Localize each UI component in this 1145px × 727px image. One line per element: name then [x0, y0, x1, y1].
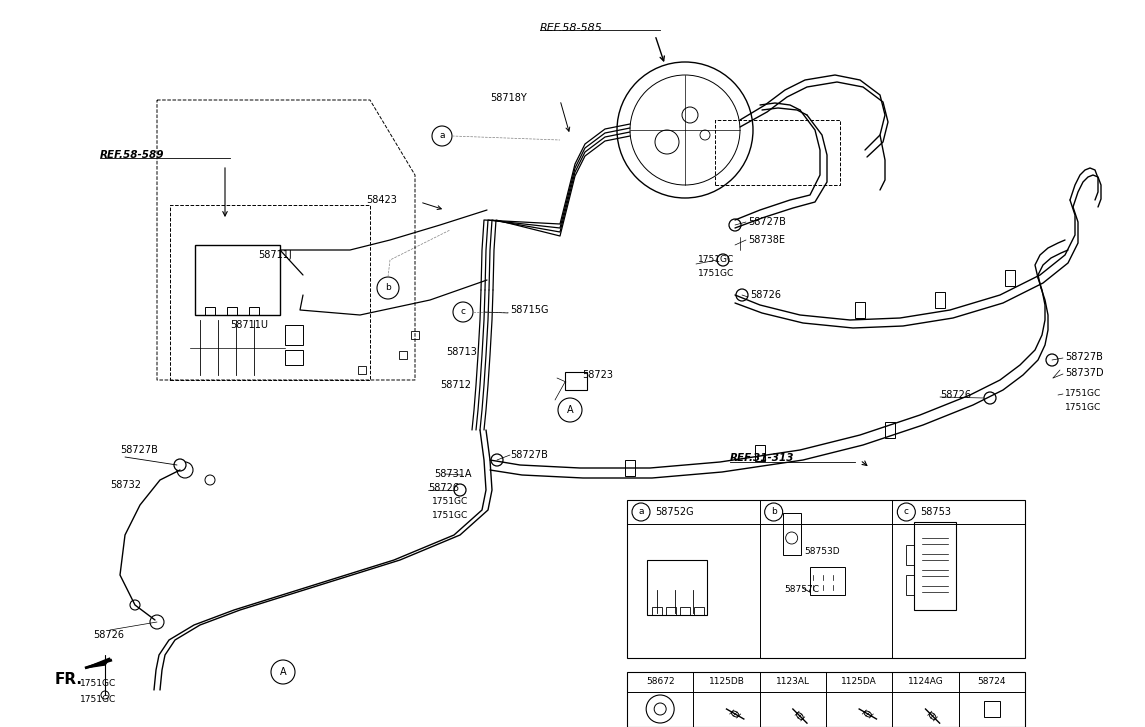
- Text: REF.31-313: REF.31-313: [731, 453, 795, 463]
- Text: 1751GC: 1751GC: [80, 694, 117, 704]
- Bar: [652, 607, 662, 615]
- Text: 58718Y: 58718Y: [490, 93, 527, 103]
- Bar: [666, 607, 676, 615]
- Bar: [755, 445, 765, 461]
- Text: 58737D: 58737D: [1065, 368, 1104, 378]
- Text: a: a: [440, 132, 444, 140]
- Text: 58732: 58732: [110, 480, 141, 490]
- Circle shape: [717, 254, 729, 266]
- Text: 1751GC: 1751GC: [1065, 403, 1101, 411]
- Text: FR.: FR.: [55, 672, 82, 688]
- Circle shape: [455, 484, 466, 496]
- Bar: [783, 513, 800, 555]
- Text: 58715G: 58715G: [510, 305, 548, 315]
- Circle shape: [984, 392, 996, 404]
- Bar: [169, 205, 370, 380]
- Bar: [907, 575, 915, 595]
- Bar: [627, 500, 1025, 658]
- Bar: [227, 307, 237, 315]
- Polygon shape: [85, 658, 110, 668]
- Text: 58726: 58726: [93, 630, 124, 640]
- Bar: [358, 366, 366, 374]
- Text: A: A: [567, 405, 574, 415]
- Bar: [625, 460, 635, 476]
- Text: 58731A: 58731A: [434, 469, 472, 479]
- Text: 1751GC: 1751GC: [698, 255, 734, 265]
- Bar: [935, 292, 945, 308]
- Text: 58752G: 58752G: [655, 507, 694, 517]
- Text: 1124AG: 1124AG: [908, 678, 943, 686]
- Text: 58727B: 58727B: [1065, 352, 1103, 362]
- Text: 1751GC: 1751GC: [698, 270, 734, 278]
- Text: 58423: 58423: [366, 195, 397, 205]
- Circle shape: [150, 615, 164, 629]
- Text: 58723: 58723: [582, 370, 613, 380]
- Text: b: b: [385, 284, 390, 292]
- Text: REF.58-585: REF.58-585: [540, 23, 603, 33]
- Text: REF.58-589: REF.58-589: [100, 150, 165, 160]
- Circle shape: [131, 600, 140, 610]
- Text: 1751GC: 1751GC: [1065, 388, 1101, 398]
- Text: 58727B: 58727B: [510, 450, 547, 460]
- Text: 58726: 58726: [428, 483, 459, 493]
- Bar: [411, 331, 419, 339]
- Bar: [285, 325, 303, 345]
- Text: 58753: 58753: [921, 507, 951, 517]
- Text: 1123AL: 1123AL: [776, 678, 810, 686]
- Bar: [195, 245, 281, 315]
- Text: c: c: [903, 507, 909, 516]
- Text: 58713: 58713: [447, 347, 476, 357]
- Circle shape: [174, 459, 185, 471]
- Text: 58711J: 58711J: [258, 250, 292, 260]
- Bar: [1005, 270, 1014, 286]
- Text: 1751GC: 1751GC: [80, 678, 117, 688]
- Bar: [564, 372, 587, 390]
- Bar: [810, 567, 845, 595]
- Text: 58757C: 58757C: [784, 585, 820, 595]
- Bar: [907, 545, 915, 565]
- Text: c: c: [460, 308, 466, 316]
- Bar: [285, 350, 303, 365]
- Bar: [627, 672, 1025, 727]
- Text: 1125DB: 1125DB: [709, 678, 744, 686]
- Text: 58727B: 58727B: [748, 217, 785, 227]
- Text: 58727B: 58727B: [120, 445, 158, 455]
- Circle shape: [729, 219, 741, 231]
- Text: 58726: 58726: [750, 290, 781, 300]
- Bar: [398, 351, 406, 359]
- Text: 58711U: 58711U: [230, 320, 268, 330]
- Bar: [248, 307, 259, 315]
- Text: 58753D: 58753D: [805, 547, 840, 556]
- Text: b: b: [771, 507, 776, 516]
- Text: 58724: 58724: [978, 678, 1006, 686]
- Text: 58726: 58726: [940, 390, 971, 400]
- Circle shape: [1047, 354, 1058, 366]
- Text: 58738E: 58738E: [748, 235, 785, 245]
- Text: 1751GC: 1751GC: [432, 512, 468, 521]
- Circle shape: [491, 454, 503, 466]
- Bar: [205, 307, 215, 315]
- Bar: [855, 302, 864, 318]
- Bar: [694, 607, 704, 615]
- Text: a: a: [638, 507, 643, 516]
- Text: 58712: 58712: [440, 380, 471, 390]
- Text: 1751GC: 1751GC: [432, 497, 468, 507]
- Text: 58672: 58672: [646, 678, 674, 686]
- Bar: [680, 607, 690, 615]
- Bar: [885, 422, 895, 438]
- Circle shape: [736, 289, 748, 301]
- Text: A: A: [279, 667, 286, 677]
- Bar: [984, 701, 1000, 717]
- Text: 1125DA: 1125DA: [842, 678, 877, 686]
